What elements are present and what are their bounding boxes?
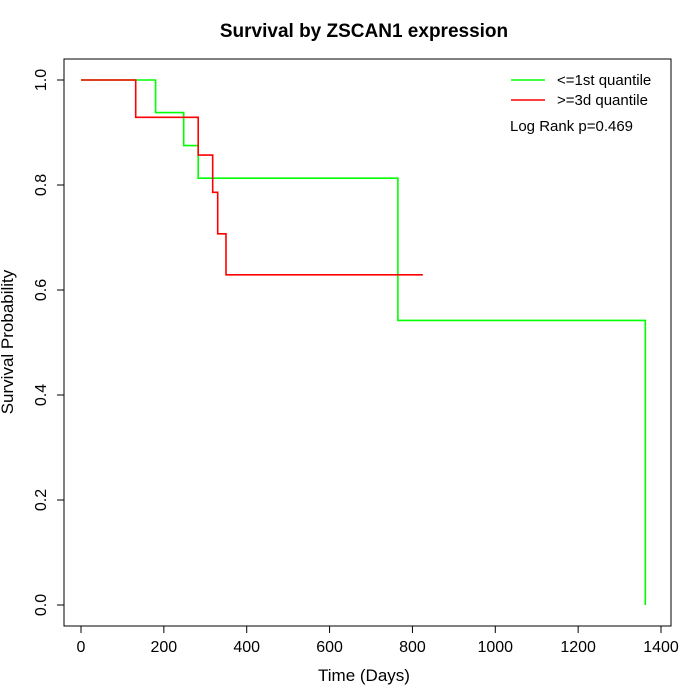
x-axis-label: Time (Days) <box>318 666 410 685</box>
legend-label-2: >=3d quantile <box>557 92 648 109</box>
series-layer <box>81 79 647 605</box>
x-axis: 0 200 400 600 800 1000 1200 1400 <box>77 625 679 656</box>
plot-frame <box>63 58 672 627</box>
y-tick-label: 0.4 <box>33 384 50 406</box>
x-tick-label: 400 <box>233 639 260 656</box>
y-tick-label: 0.0 <box>33 594 50 616</box>
series-line-1 <box>81 79 647 605</box>
x-tick-label: 600 <box>316 639 343 656</box>
x-tick-label: 0 <box>77 639 86 656</box>
x-tick-label: 200 <box>151 639 178 656</box>
y-axis-label: Survival Probability <box>0 269 17 414</box>
log-rank-annotation: Log Rank p=0.469 <box>510 118 633 135</box>
series-line-2 <box>81 79 423 276</box>
y-axis: 0.0 0.2 0.4 0.6 0.8 1.0 <box>33 69 65 616</box>
x-tick-label: 1200 <box>560 639 596 656</box>
y-tick-label: 0.8 <box>33 174 50 196</box>
x-tick-label: 1400 <box>643 639 679 656</box>
legend: <=1st quantile >=3d quantile <box>511 72 651 109</box>
x-tick-label: 1000 <box>477 639 513 656</box>
chart-title: Survival by ZSCAN1 expression <box>220 21 508 42</box>
legend-label-1: <=1st quantile <box>557 72 651 89</box>
y-tick-label: 1.0 <box>33 69 50 91</box>
y-tick-label: 0.6 <box>33 279 50 301</box>
x-tick-label: 800 <box>399 639 426 656</box>
y-tick-label: 0.2 <box>33 489 50 511</box>
